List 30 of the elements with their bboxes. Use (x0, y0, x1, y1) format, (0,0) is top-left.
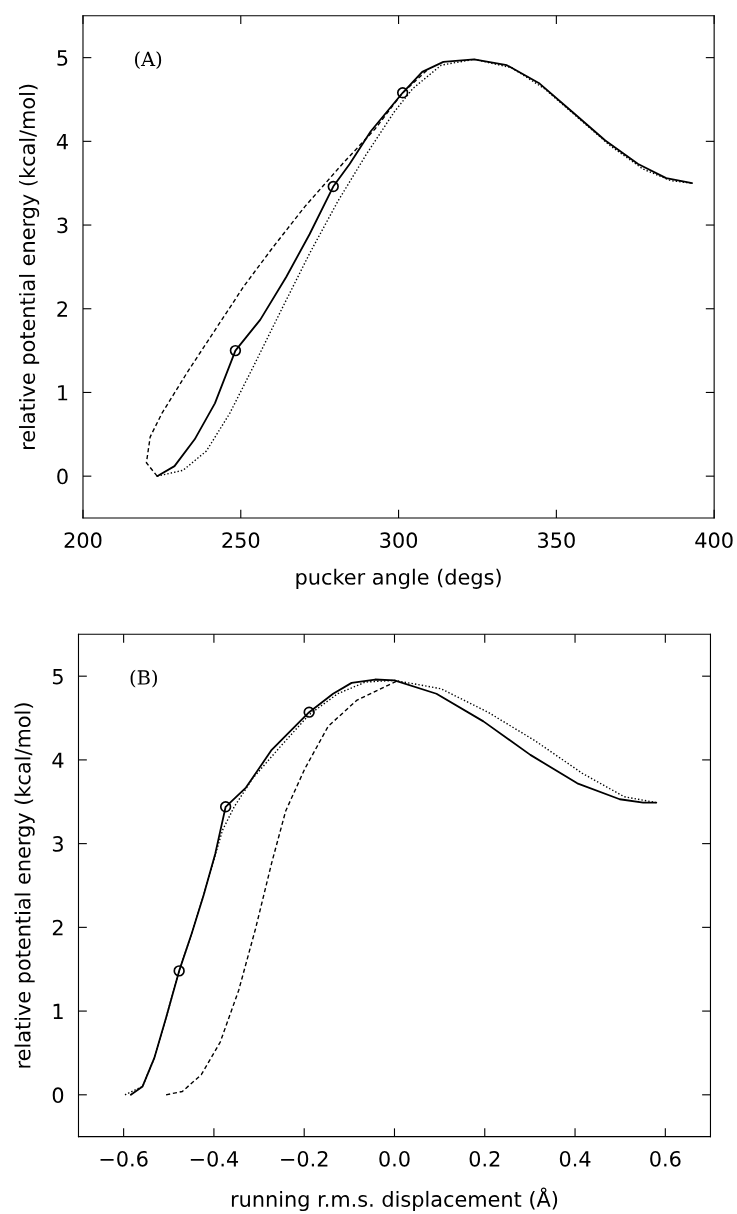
y-tick-label: 4 (52, 752, 64, 768)
x-tick-label: 350 (538, 532, 575, 549)
x-tick-label: 0.0 (379, 1150, 410, 1167)
y-tick-label: 5 (52, 668, 63, 685)
x-tick-label: 300 (380, 532, 418, 549)
y-tick-label: 0 (52, 1087, 64, 1104)
y-tick-label: 3 (57, 217, 68, 234)
x-axis-title: pucker angle (degs) (296, 568, 501, 589)
y-tick-label: 0 (57, 468, 68, 485)
x-tick-label: 250 (222, 532, 260, 549)
x-tick-label: 0.4 (559, 1150, 591, 1167)
y-axis-title: relative potential energy (kcal/mol) (19, 84, 40, 449)
y-axis-title: relative potential energy (kcal/mol) (14, 703, 35, 1068)
y-tick-label: 4 (56, 134, 68, 150)
x-tick-label: 400 (695, 532, 733, 549)
y-tick-label: 1 (58, 385, 68, 401)
x-tick-label: 0.2 (469, 1150, 500, 1167)
x-tick-label: 0.6 (650, 1150, 681, 1167)
annotation: (A) (135, 51, 162, 70)
x-tick-label: −0.6 (100, 1150, 148, 1167)
y-tick-label: 5 (57, 50, 68, 66)
annotation: (B) (130, 669, 157, 688)
y-tick-label: 1 (53, 1003, 63, 1019)
x-tick-label: −0.2 (281, 1150, 328, 1167)
x-tick-label: −0.4 (190, 1150, 239, 1167)
x-axis-title: running r.m.s. displacement (Å) (231, 1187, 558, 1212)
x-tick-label: 200 (64, 532, 102, 549)
y-tick-label: 2 (57, 301, 68, 317)
y-tick-label: 3 (52, 836, 63, 852)
y-tick-label: 2 (52, 919, 63, 936)
